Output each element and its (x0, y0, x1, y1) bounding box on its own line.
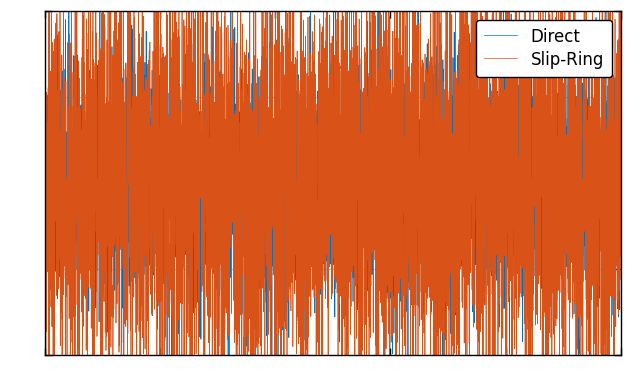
Direct (41, 151, 49, 156)
Direct (617, 232, 625, 237)
Slip-Ring (41, 196, 49, 200)
Direct (146, 51, 154, 56)
Direct (387, 296, 394, 301)
Direct (71, 376, 79, 378)
Direct (261, 47, 269, 51)
Line: Slip-Ring: Slip-Ring (45, 0, 621, 378)
Direct (515, 87, 522, 92)
Slip-Ring (515, 179, 522, 184)
Slip-Ring (617, 222, 625, 226)
Line: Direct: Direct (45, 0, 621, 378)
Direct (416, 117, 424, 122)
Legend: Direct, Slip-Ring: Direct, Slip-Ring (476, 20, 612, 77)
Slip-Ring (146, 178, 154, 182)
Slip-Ring (261, 56, 269, 61)
Slip-Ring (387, 189, 394, 193)
Direct (471, 302, 479, 307)
Slip-Ring (471, 72, 479, 76)
Slip-Ring (416, 249, 424, 253)
